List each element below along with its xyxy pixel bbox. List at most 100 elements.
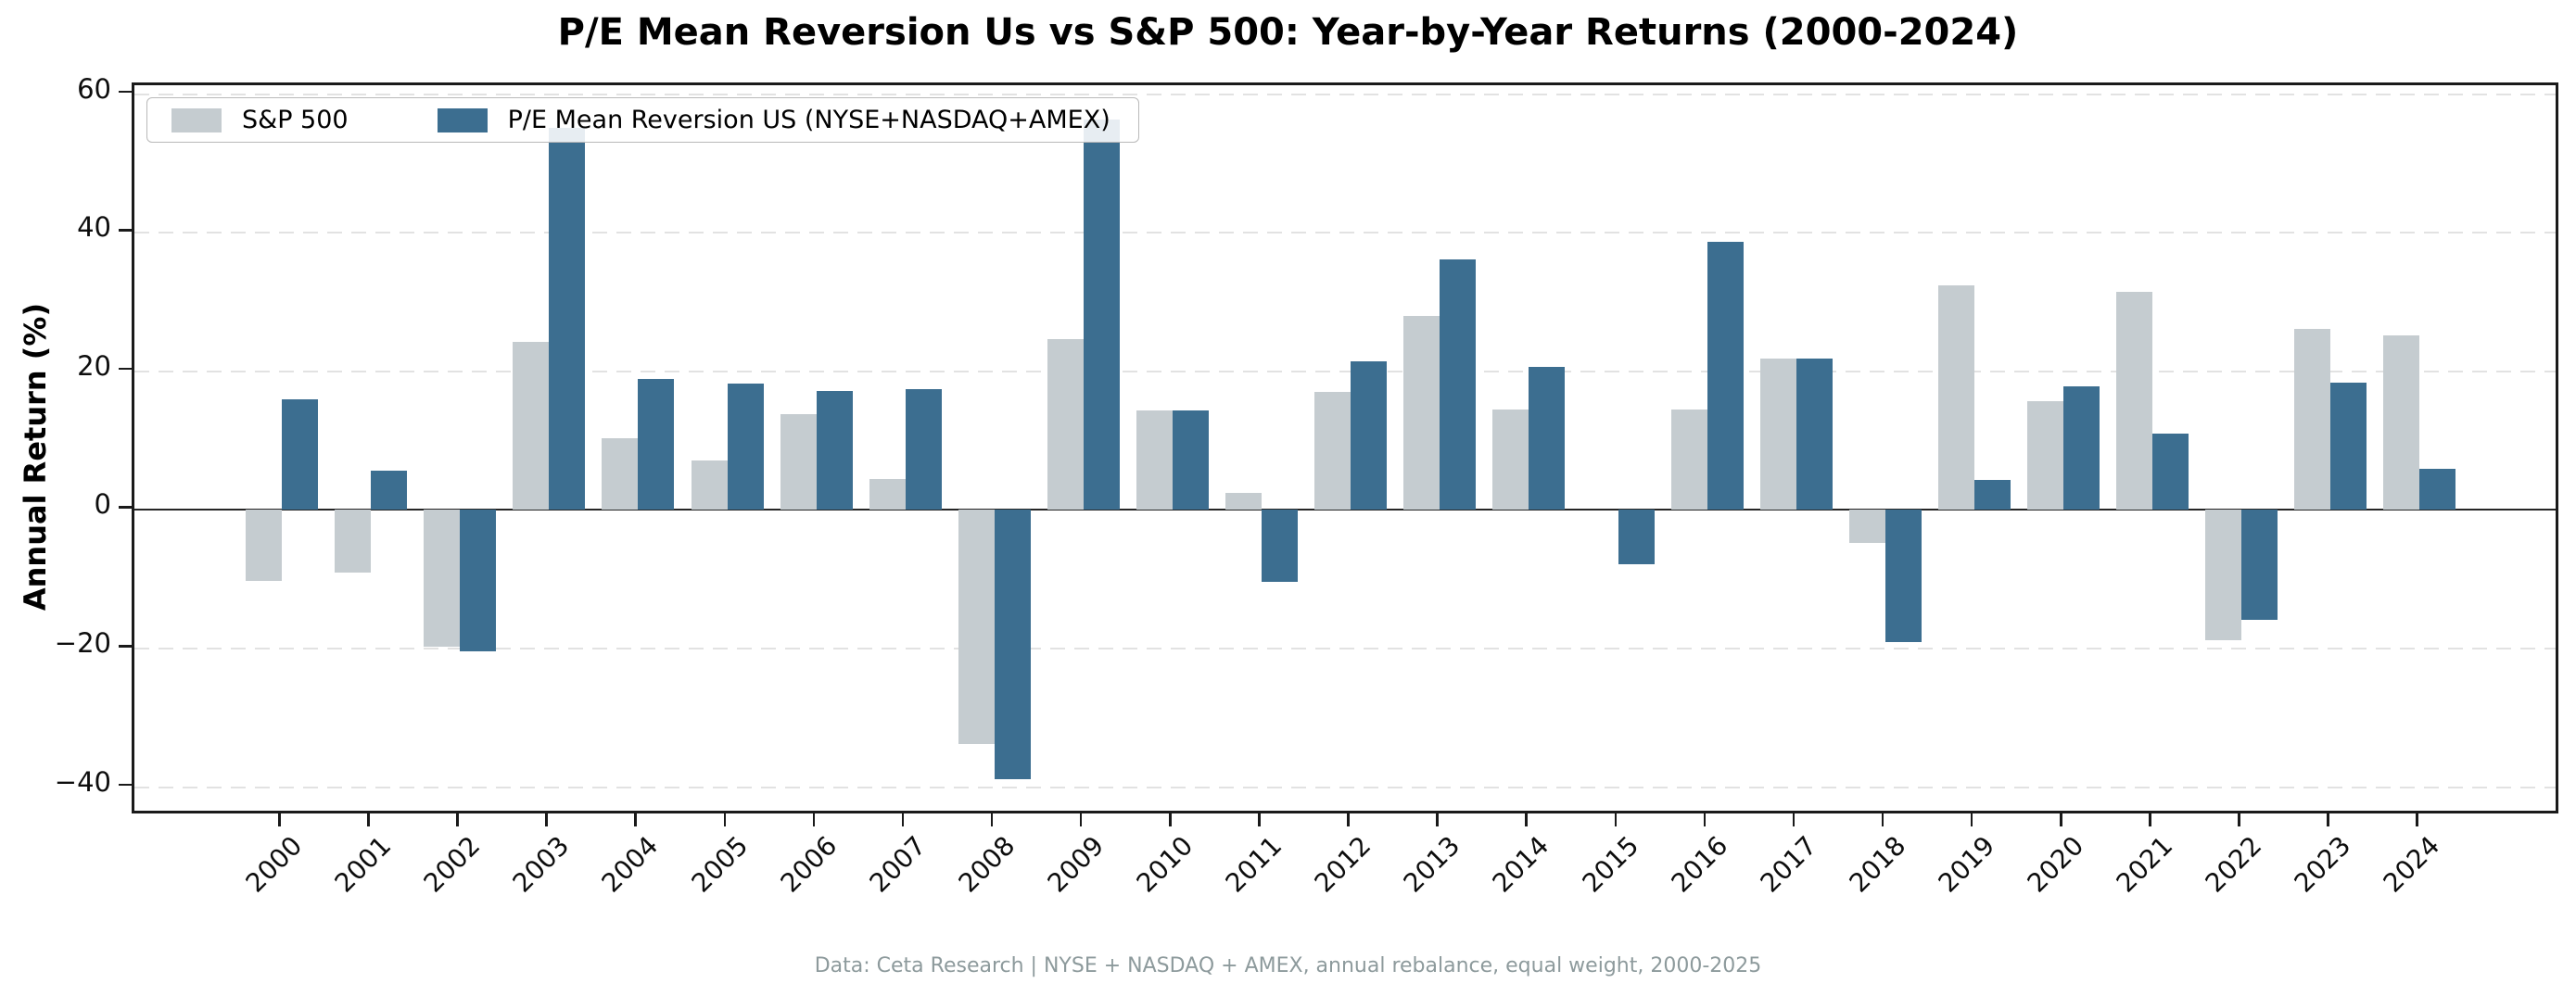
bar-sp500-2020 (2027, 401, 2063, 511)
gridline--40 (134, 786, 2556, 788)
bar-strategy-2017 (1796, 359, 1833, 511)
x-tick-label-2006: 2006 (774, 830, 843, 899)
x-tick-label-2021: 2021 (2110, 830, 2179, 899)
bar-sp500-2021 (2116, 291, 2153, 511)
x-tick-label-2024: 2024 (2377, 830, 2446, 899)
gridline-20 (134, 370, 2556, 372)
bar-sp500-2023 (2294, 329, 2331, 511)
bar-sp500-2013 (1403, 316, 1440, 511)
x-tick-label-2020: 2020 (2021, 830, 2090, 899)
bar-strategy-2007 (905, 389, 942, 511)
bar-sp500-2017 (1759, 359, 1796, 511)
y-tick-label-60: 60 (77, 72, 111, 105)
x-tick-label-2018: 2018 (1843, 830, 1912, 899)
y-tick-label-20: 20 (77, 349, 111, 382)
chart-title: P/E Mean Reversion Us vs S&P 500: Year-b… (557, 11, 2019, 54)
bar-strategy-2000 (282, 398, 318, 511)
legend-item-sp500: S&P 500 (171, 106, 349, 134)
bar-strategy-2006 (816, 390, 853, 511)
x-tick-mark-2017 (1792, 813, 1796, 826)
x-tick-label-2007: 2007 (863, 830, 933, 899)
y-tick-label--40: −40 (54, 765, 111, 798)
legend-item-strategy: P/E Mean Reversion US (NYSE+NASDAQ+AMEX) (437, 106, 1110, 134)
y-tick-mark-60 (119, 90, 132, 94)
bar-sp500-2016 (1670, 410, 1707, 511)
x-tick-mark-2005 (723, 813, 726, 826)
bar-strategy-2003 (549, 127, 586, 511)
bar-sp500-2006 (780, 414, 817, 511)
x-tick-label-2008: 2008 (952, 830, 1022, 899)
y-tick-mark-0 (119, 506, 132, 509)
plot-area: S&P 500 P/E Mean Reversion US (NYSE+NASD… (132, 82, 2558, 813)
bar-strategy-2012 (1351, 360, 1388, 511)
footer-note: Data: Ceta Research | NYSE + NASDAQ + AM… (814, 954, 1762, 977)
bar-strategy-2019 (1973, 479, 2011, 511)
y-tick-mark--40 (119, 783, 132, 787)
x-tick-mark-2010 (1169, 813, 1172, 826)
x-tick-mark-2022 (2238, 813, 2240, 826)
x-tick-label-2010: 2010 (1130, 830, 1199, 899)
x-tick-mark-2004 (634, 813, 637, 826)
bar-sp500-2022 (2205, 510, 2242, 641)
bar-strategy-2023 (2330, 382, 2367, 511)
x-tick-label-2004: 2004 (595, 830, 665, 899)
gridline-60 (134, 93, 2556, 95)
bar-strategy-2016 (1707, 242, 1744, 511)
bar-sp500-2010 (1136, 410, 1173, 511)
y-tick-mark-20 (119, 367, 132, 371)
bar-sp500-2004 (602, 438, 639, 511)
x-tick-mark-2009 (1079, 813, 1083, 826)
bar-sp500-2002 (424, 510, 461, 647)
bar-strategy-2005 (727, 383, 764, 511)
bar-sp500-2014 (1492, 410, 1529, 511)
y-tick-label-40: 40 (77, 211, 111, 244)
gridline-40 (134, 232, 2556, 234)
x-tick-label-2012: 2012 (1308, 830, 1377, 899)
x-tick-mark-2001 (367, 813, 370, 826)
bar-sp500-2024 (2383, 334, 2420, 511)
gridline--20 (134, 648, 2556, 650)
bar-sp500-2009 (1047, 338, 1084, 511)
x-tick-label-2013: 2013 (1397, 830, 1466, 899)
legend-swatch-sp500 (171, 107, 222, 132)
x-tick-label-2022: 2022 (2199, 830, 2268, 899)
x-tick-label-2011: 2011 (1219, 830, 1288, 899)
x-tick-label-2009: 2009 (1041, 830, 1110, 899)
bar-sp500-2019 (1937, 285, 1974, 511)
bar-strategy-2014 (1529, 367, 1566, 511)
bar-sp500-2011 (1225, 492, 1263, 511)
x-tick-label-2005: 2005 (685, 830, 754, 899)
y-tick-mark-40 (119, 229, 132, 232)
x-tick-mark-2024 (2416, 813, 2418, 826)
x-tick-mark-2013 (1436, 813, 1439, 826)
bar-sp500-2005 (691, 460, 728, 511)
bar-sp500-2012 (1314, 392, 1351, 511)
x-tick-label-2001: 2001 (328, 830, 398, 899)
x-tick-label-2015: 2015 (1576, 830, 1644, 899)
x-tick-mark-2019 (1970, 813, 1973, 826)
y-tick-label--20: −20 (54, 627, 111, 660)
legend-swatch-strategy (437, 107, 488, 132)
bar-strategy-2021 (2152, 434, 2189, 511)
x-tick-mark-2021 (2149, 813, 2151, 826)
x-tick-label-2023: 2023 (2288, 830, 2357, 899)
x-tick-mark-2011 (1258, 813, 1261, 826)
x-tick-mark-2020 (2060, 813, 2062, 826)
bar-sp500-2000 (246, 510, 282, 582)
x-tick-mark-2007 (901, 813, 905, 826)
bar-strategy-2010 (1173, 410, 1209, 511)
x-tick-mark-2014 (1525, 813, 1528, 826)
x-tick-mark-2006 (812, 813, 816, 826)
bar-strategy-2018 (1884, 510, 1922, 642)
y-tick-label-0: 0 (94, 488, 111, 521)
x-tick-mark-2016 (1703, 813, 1707, 826)
x-tick-label-2017: 2017 (1754, 830, 1823, 899)
x-tick-mark-2023 (2327, 813, 2329, 826)
bar-strategy-2015 (1618, 510, 1655, 564)
x-tick-label-2014: 2014 (1486, 830, 1555, 899)
x-tick-mark-2002 (456, 813, 459, 826)
x-tick-mark-2003 (545, 813, 548, 826)
x-tick-mark-2008 (990, 813, 994, 826)
bar-sp500-2003 (513, 341, 550, 511)
